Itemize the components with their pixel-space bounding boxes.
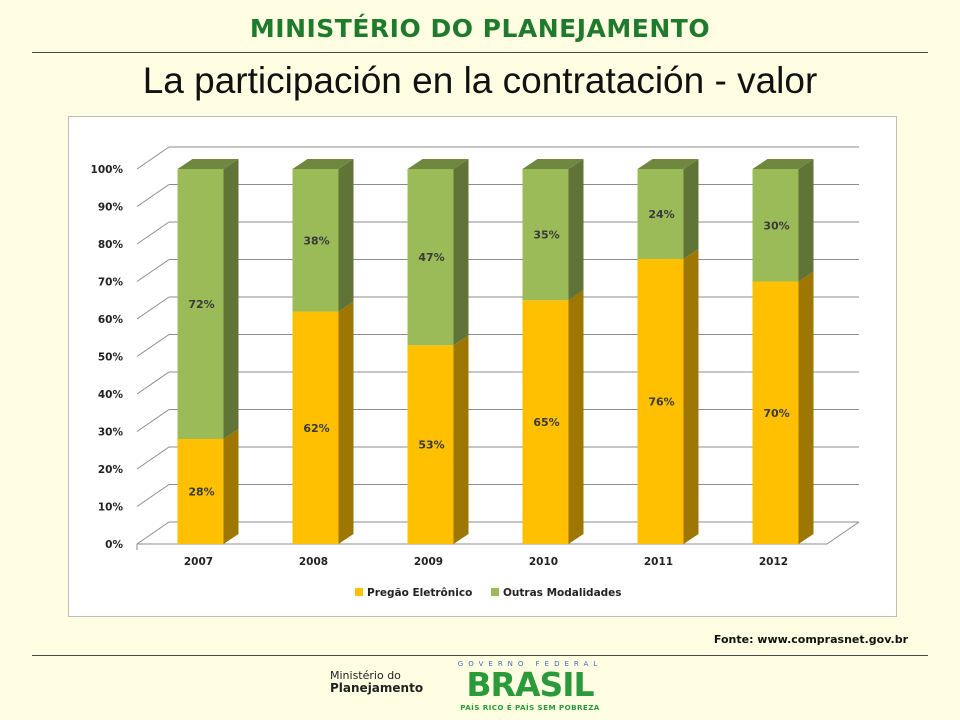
- bar-segment-side: [683, 249, 699, 544]
- legend-label: Outras Modalidades: [503, 587, 622, 599]
- bar-segment: [637, 169, 684, 259]
- gridline-diagonal: [136, 484, 170, 507]
- footer-divider: [32, 655, 928, 656]
- data-label: 35%: [533, 229, 559, 242]
- bar-segment: [522, 300, 569, 544]
- bar-segment: [407, 169, 454, 346]
- data-label: 53%: [418, 439, 444, 452]
- x-tick-label: 2012: [759, 556, 788, 568]
- y-tick-label: 60%: [98, 314, 124, 326]
- floor-right-edge: [826, 521, 860, 545]
- legend-swatch: [355, 588, 363, 596]
- bar-segment-side: [338, 301, 354, 544]
- x-tick-label: 2009: [414, 556, 443, 568]
- bar-segment: [177, 169, 224, 439]
- y-tick-label: 90%: [98, 202, 124, 214]
- gridline-diagonal: [136, 184, 170, 207]
- bar-top-face: [522, 159, 584, 169]
- gridline-diagonal: [136, 146, 170, 170]
- gridline-diagonal: [136, 521, 170, 545]
- chart-frame: 0% 10% 20% 30% 40% 50% 60% 70% 80% 90% 100% 28% 72% 2…: [68, 116, 897, 617]
- bar-stack-2009: 53% 47%: [407, 159, 469, 544]
- data-label: 47%: [418, 251, 444, 264]
- bar-segment-side: [453, 159, 469, 346]
- gridlines: [136, 146, 859, 545]
- legend-label: Pregão Eletrônico: [367, 587, 472, 599]
- data-label: 24%: [648, 208, 674, 221]
- data-label: 72%: [188, 298, 214, 311]
- gov-federal-text: GOVERNO FEDERAL: [457, 660, 603, 668]
- bar-segment-side: [683, 159, 699, 259]
- bar-top-face: [637, 159, 699, 169]
- bar-stack-2012: 70% 30%: [752, 159, 814, 544]
- data-label: 28%: [188, 486, 214, 499]
- gridline-diagonal: [136, 259, 170, 282]
- bar-stack-2010: 65% 35%: [522, 159, 584, 544]
- source-note: Fonte: www.comprasnet.gov.br: [713, 633, 908, 646]
- bar-segment: [752, 169, 799, 282]
- gridline-diagonal: [136, 296, 170, 320]
- ministry-header-title: MINISTÉRIO DO PLANEJAMENTO: [249, 14, 711, 43]
- brasil-slogan: PAÍS RICO É PAÍS SEM POBREZA: [460, 703, 600, 712]
- bar-segment: [637, 259, 684, 544]
- bar-top-face: [292, 159, 354, 169]
- bar-top-face: [177, 159, 239, 169]
- ministry-logo-line2: Planejamento: [330, 681, 424, 695]
- data-label: 30%: [763, 219, 789, 232]
- bar-segment-side: [568, 159, 584, 301]
- data-label: 65%: [533, 416, 559, 429]
- bar-segment-side: [223, 429, 239, 544]
- bar-segment-side: [568, 290, 584, 544]
- bar-segment: [292, 311, 339, 544]
- bar-segment: [177, 439, 224, 544]
- bar-segment: [752, 281, 799, 544]
- gridline-diagonal: [136, 371, 170, 395]
- y-tick-label: 0%: [105, 539, 123, 551]
- bar-segment: [292, 169, 339, 312]
- y-tick-label: 80%: [98, 239, 124, 251]
- bar-segment-side: [453, 335, 469, 544]
- legend-swatch: [491, 588, 499, 596]
- brasil-wordmark: BRASIL: [466, 665, 594, 704]
- y-tick-label: 20%: [98, 464, 124, 476]
- y-tick-label: 50%: [98, 352, 124, 364]
- stacked-bar-chart: 0%10%20%30%40%50%60%70%80%90%100%28%72%2…: [91, 146, 860, 599]
- header-divider: [32, 52, 928, 53]
- data-label: 62%: [303, 422, 329, 435]
- bar-top-face: [407, 159, 469, 169]
- bar-segment-side: [223, 159, 239, 439]
- gridline-diagonal: [136, 446, 170, 470]
- bar-stack-2011: 76% 24%: [637, 159, 699, 544]
- bar-segment-side: [798, 159, 814, 282]
- brasil-government-logo: GOVERNO FEDERAL BRASIL PAÍS RICO É PAÍS …: [444, 660, 616, 714]
- gridline-diagonal: [136, 221, 170, 245]
- y-tick-label: 30%: [98, 427, 124, 439]
- x-tick-label: 2008: [299, 556, 328, 568]
- ministry-logo: Ministério do Planejamento: [330, 669, 423, 695]
- x-tick-label: 2011: [644, 556, 673, 568]
- y-tick-label: 10%: [98, 502, 124, 514]
- gridline-diagonal: [136, 334, 170, 357]
- data-label: 76%: [648, 396, 674, 409]
- bar-top-face: [752, 159, 814, 169]
- gridline-diagonal: [136, 409, 170, 432]
- bar-segment: [522, 169, 569, 301]
- slide-title: La participación en la contratación - va…: [142, 60, 818, 101]
- bar-segment: [407, 345, 454, 544]
- x-tick-label: 2010: [529, 556, 558, 568]
- x-tick-label: 2007: [184, 556, 213, 568]
- bar-stack-2008: 62% 38%: [292, 159, 354, 544]
- bar-segment-side: [798, 271, 814, 544]
- y-tick-label: 70%: [98, 277, 124, 289]
- bar-segment-side: [338, 159, 354, 312]
- data-label: 70%: [763, 407, 789, 420]
- legend: Pregão Eletrônico Outras Modalidades: [355, 587, 622, 599]
- data-label: 38%: [303, 234, 329, 247]
- y-tick-label: 40%: [98, 389, 124, 401]
- bar-stack-2007: 28% 72%: [177, 159, 239, 544]
- ministry-logo-line1: Ministério do: [330, 669, 401, 682]
- y-tick-label: 100%: [91, 164, 124, 176]
